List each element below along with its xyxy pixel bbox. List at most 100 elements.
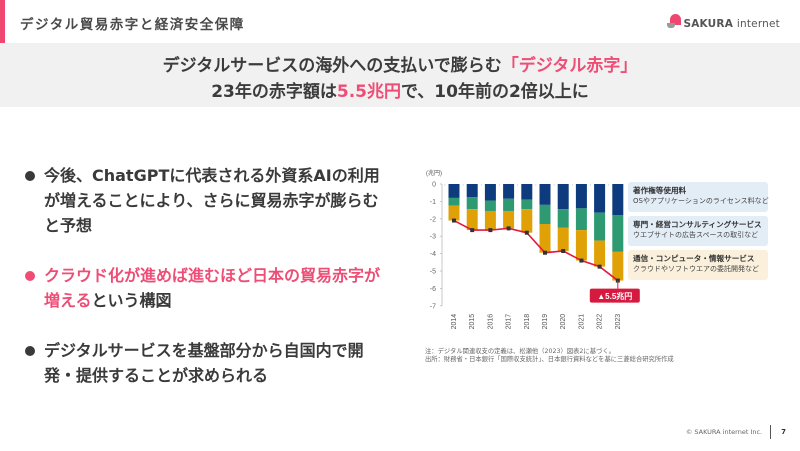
bar-segment	[448, 197, 460, 206]
total-line	[453, 219, 619, 282]
y-tick-label: -5	[430, 269, 436, 276]
headline-line1: デジタルサービスの海外への支払いで膨らむ「デジタル赤字」	[0, 51, 800, 76]
deficit-callout-text: ▲5.5兆円	[597, 291, 632, 301]
headline-line2: 23年の赤字額は5.5兆円で、10年前の2倍以上に	[0, 77, 800, 102]
total-marker	[488, 228, 493, 233]
total-marker	[543, 250, 547, 255]
slide-footer: © SAKURA internet Inc. 7	[686, 425, 786, 439]
copyright: © SAKURA internet Inc.	[685, 428, 763, 436]
subheadline-suffix: で、10年前の2倍以上に	[400, 82, 589, 102]
sakura-logo: SAKURA internet	[667, 14, 780, 30]
y-tick-label: -3	[430, 234, 436, 241]
bar-segment	[466, 209, 478, 231]
total-marker	[561, 248, 566, 253]
y-tick-label: -7	[430, 303, 436, 310]
bar-segment	[484, 210, 496, 231]
bar-segment	[594, 240, 606, 267]
chart-legend: 著作権等使用料 OSやアプリケーションのライセンス料など 専門・経営コンサルティ…	[628, 182, 769, 284]
bar-segment	[484, 184, 496, 201]
x-tick-label: 2018	[524, 314, 531, 330]
bar-segment	[575, 208, 587, 231]
bar-segment	[503, 198, 515, 211]
bar-segment	[557, 227, 569, 251]
legend-sub: OSやアプリケーションのライセンス料など	[633, 197, 769, 205]
x-tick-label: 2014	[451, 314, 458, 330]
page-number: 7	[781, 428, 786, 436]
deficit-callout	[589, 288, 640, 303]
bar-segment	[521, 209, 533, 233]
legend-sub: クラウドやソフトウエアの委託開発など	[633, 265, 759, 273]
y-tick-label: -4	[430, 251, 436, 258]
footer-divider	[770, 425, 772, 439]
bar-segment	[612, 184, 624, 216]
headline-banner: デジタルサービスの海外への支払いで膨らむ「デジタル赤字」 23年の赤字額は5.5…	[0, 43, 800, 107]
subheadline-text: 23年の赤字額は	[211, 82, 337, 102]
bar-segment	[521, 184, 533, 200]
bullet-highlight: クラウド化が進めば進むほど日本の貿易赤字が増える	[44, 266, 381, 310]
bar-segment	[612, 215, 624, 252]
bar-segment	[466, 197, 478, 210]
bullet-item: クラウド化が進めば進むほど日本の貿易赤字が増えるという構図	[24, 263, 384, 313]
chart-source: 出所：財務省・日本銀行「国際収支統計」、日本銀行資料などを基に三菱総合研究所作成	[425, 356, 674, 363]
y-tick-label: -6	[430, 286, 436, 293]
legend-sub: ウエブサイトの広告スペースの取引など	[633, 231, 759, 239]
legend-title: 通信・コンピュータ・情報サービス	[633, 254, 755, 263]
bar-segment	[539, 224, 551, 253]
x-tick-label: 2015	[469, 314, 476, 330]
bar-segment	[575, 184, 587, 209]
bar-segment	[521, 199, 533, 210]
accent-bar	[0, 0, 5, 43]
bar-segment	[594, 212, 606, 241]
bar-segment	[539, 184, 551, 205]
subheadline-highlight: 5.5兆円	[336, 82, 401, 102]
logo-suffix: internet	[736, 18, 780, 30]
legend-title: 著作権等使用料	[633, 186, 687, 195]
bar-segment	[484, 200, 496, 211]
x-tick-label: 2022	[597, 314, 604, 330]
bullet-item: 今後、ChatGPTに代表される外資系AIの利用が増えることにより、さらに貿易赤…	[24, 163, 384, 238]
bullet-text: 今後、ChatGPTに代表される外資系AIの利用が増えることにより、さらに貿易赤…	[44, 166, 380, 235]
bar-segment	[466, 184, 478, 198]
headline-text: デジタルサービスの海外への支払いで膨らむ	[162, 56, 502, 76]
y-axis-unit-label: (兆円)	[426, 169, 442, 177]
bar-segment	[539, 204, 551, 225]
slide-header: デジタル貿易赤字と経済安全保障 SAKURA internet	[0, 0, 800, 43]
bar-segment	[612, 251, 624, 281]
bullet-text: という構図	[91, 291, 172, 310]
bar-segment	[503, 184, 515, 199]
x-tick-label: 2023	[615, 314, 622, 330]
x-tick-label: 2019	[542, 314, 549, 330]
legend-item-it-services: 通信・コンピュータ・情報サービス クラウドやソフトウエアの委託開発など	[628, 250, 768, 280]
total-marker	[470, 228, 475, 233]
total-marker	[524, 230, 529, 235]
bar-segment	[557, 209, 569, 228]
slide-title: デジタル貿易赤字と経済安全保障	[20, 17, 245, 33]
legend-item-consulting: 専門・経営コンサルティングサービス ウエブサイトの広告スペースの取引など	[628, 216, 768, 246]
headline-highlight: 「デジタル赤字」	[501, 56, 638, 76]
total-marker	[506, 226, 511, 231]
chart-notes: 注：デジタル関連収支の定義は、松瀬他（2023）図表2に基づく。 出所：財務省・…	[425, 348, 674, 364]
bullet-text: デジタルサービスを基盤部分から自国内で開発・提供することが求められる	[44, 341, 364, 385]
legend-item-royalties: 著作権等使用料 OSやアプリケーションのライセンス料など	[628, 182, 769, 212]
bar-segment	[594, 184, 606, 213]
y-tick-label: -1	[430, 199, 436, 206]
bar-segment	[448, 205, 460, 221]
total-marker	[452, 218, 456, 223]
stacked-bar-chart: (兆円) 0 -1 -2 -3 -4 -5 -6 -7 2014 2015 2016 2017 2018 2…	[426, 169, 640, 330]
bullet-list: 今後、ChatGPTに代表される外資系AIの利用が増えることにより、さらに貿易赤…	[24, 163, 384, 413]
x-tick-label: 2020	[560, 314, 567, 330]
bar-segment	[557, 184, 569, 210]
bar-segment	[575, 230, 587, 261]
bullet-dot-icon	[25, 171, 35, 181]
x-tick-label: 2017	[506, 314, 513, 330]
sakura-logo-icon	[667, 14, 682, 30]
bullet-dot-icon	[25, 271, 35, 281]
y-tick-label: 0	[432, 182, 436, 189]
x-tick-label: 2016	[487, 314, 494, 330]
bar-segment	[503, 210, 515, 229]
digital-deficit-chart: (兆円) 0 -1 -2 -3 -4 -5 -6 -7 2014 2015 2016 2017 2018 2…	[420, 162, 640, 337]
bullet-item: デジタルサービスを基盤部分から自国内で開発・提供することが求められる	[24, 338, 384, 388]
legend-title: 専門・経営コンサルティングサービス	[633, 220, 762, 229]
bar-segment	[448, 184, 460, 198]
y-tick-label: -2	[430, 216, 436, 223]
